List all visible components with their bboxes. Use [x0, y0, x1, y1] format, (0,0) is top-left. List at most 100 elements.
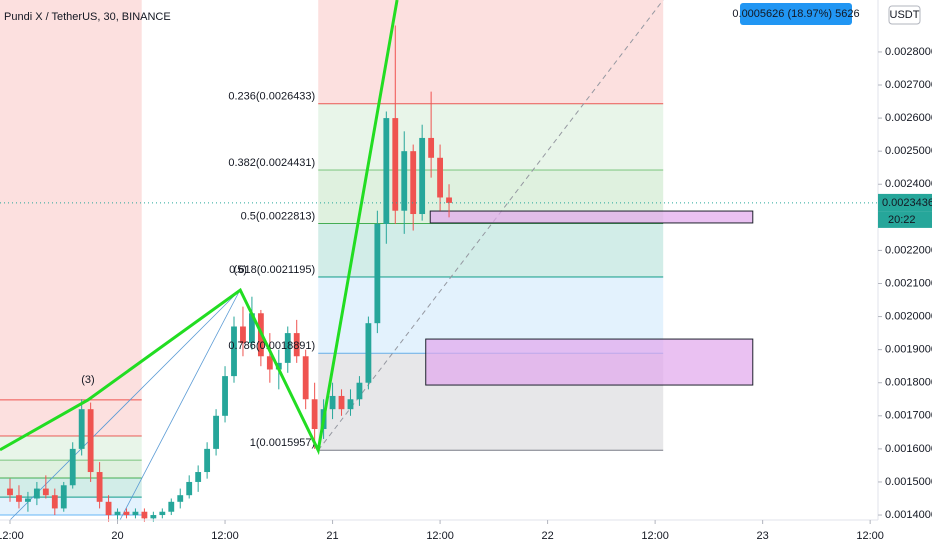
- candle-body: [249, 313, 255, 344]
- y-tick-label: 0.0019000: [885, 344, 932, 356]
- candle-body: [96, 472, 103, 502]
- candle-body: [446, 197, 452, 203]
- candle-body: [60, 485, 67, 509]
- y-tick-label: 0.0020000: [885, 310, 932, 322]
- candle-body: [87, 409, 94, 473]
- countdown: 20:22: [888, 214, 916, 226]
- drawings: [0, 0, 754, 516]
- fan-line: [119, 289, 241, 521]
- x-tick-label: 21: [326, 530, 338, 542]
- candle-body: [365, 323, 372, 383]
- fib-label: 0.618(0.0021195): [229, 264, 315, 276]
- candle-body: [186, 481, 193, 496]
- candle-body: [78, 409, 85, 449]
- candle-body: [195, 472, 202, 482]
- price-label: 0.0023436: [882, 197, 932, 209]
- candle-body: [231, 326, 237, 377]
- fib-label: 0.5(0.0022813): [241, 210, 316, 222]
- fib-zone: [0, 399, 142, 436]
- x-tick-label: 12:00: [641, 530, 669, 542]
- fib-label: 0.236(0.0026433): [228, 91, 315, 103]
- candle-body: [213, 415, 219, 449]
- candle-body: [401, 151, 408, 211]
- y-tick-label: 0.0021000: [885, 277, 932, 289]
- wave-label: (3): [81, 374, 94, 386]
- candles: [7, 25, 452, 522]
- candle-body: [132, 511, 139, 516]
- y-tick-label: 0.0018000: [885, 377, 932, 389]
- candle-body: [419, 137, 426, 215]
- candle-body: [266, 356, 273, 370]
- zone-box: [425, 338, 754, 386]
- candle-body: [150, 515, 157, 519]
- measure-badge-bg: [740, 3, 852, 25]
- candle-body: [123, 511, 130, 516]
- price-label-bg: [878, 193, 932, 212]
- candle-body: [141, 511, 148, 519]
- wave-label: (5): [234, 264, 247, 276]
- y-tick-label: 0.0028000: [885, 46, 932, 58]
- candle-body: [428, 137, 435, 158]
- fan-line: [9, 289, 241, 521]
- candle-body: [105, 501, 112, 516]
- candle-body: [383, 118, 390, 224]
- candle-body: [204, 448, 211, 473]
- x-tick-label: 20: [111, 530, 123, 542]
- candle-body: [114, 511, 121, 516]
- y-tick-label: 0.0024000: [885, 178, 932, 190]
- y-tick-label: 0.0014000: [885, 509, 932, 521]
- zone-box: [429, 210, 754, 224]
- candle-body: [69, 448, 76, 486]
- fib-label: 0.786(0.0018891): [228, 340, 315, 352]
- candle-body: [338, 395, 345, 410]
- fib-zone: [318, 223, 664, 278]
- measure-badge: 0.0005626 (18.97%) 5626: [732, 8, 859, 20]
- y-tick-label: 0.0022000: [885, 244, 932, 256]
- candle-body: [42, 488, 49, 496]
- candle-body: [311, 399, 318, 430]
- y-tick-label: 0.0025000: [885, 145, 932, 157]
- fib-zone: [0, 0, 142, 400]
- candle-body: [347, 399, 354, 410]
- x-tick-label: 12:00: [211, 530, 239, 542]
- candle-body: [356, 382, 363, 400]
- candle-body: [222, 376, 228, 416]
- x-tick-label: 12:00: [856, 530, 884, 542]
- candle-body: [168, 501, 175, 512]
- y-tick-label: 0.0015000: [885, 476, 932, 488]
- countdown-bg: [878, 211, 932, 228]
- candle-body: [33, 488, 40, 499]
- candle-body: [437, 157, 443, 198]
- candle-body: [302, 356, 309, 400]
- x-tick-label: 23: [757, 530, 769, 542]
- candle-body: [240, 326, 246, 344]
- fib-label: 0.382(0.0024431): [228, 157, 315, 169]
- y-tick-label: 0.0026000: [885, 112, 932, 124]
- candle-body: [25, 498, 31, 502]
- currency: USDT: [890, 9, 920, 21]
- candle-body: [284, 333, 291, 363]
- candle-body: [177, 495, 184, 502]
- y-tick-label: 0.0027000: [885, 79, 932, 91]
- candle-body: [16, 495, 22, 502]
- overlays: 0.236(0.0026433) 0.382(0.0024431) 0.5(0.00…: [0, 0, 878, 456]
- candle-body: [7, 488, 13, 496]
- candle-body: [374, 223, 381, 324]
- y-tick-label: 0.0016000: [885, 443, 932, 455]
- y-tick-label: 0.0017000: [885, 410, 932, 422]
- x-tick-label: 12:00: [426, 530, 454, 542]
- x-tick-label: 22: [541, 530, 553, 542]
- trend-line: [317, 0, 664, 451]
- candle-body: [410, 151, 417, 215]
- x-tick-label: 12:00: [0, 530, 24, 542]
- candle-body: [329, 395, 336, 410]
- candle-body: [159, 511, 166, 516]
- fib-zone: [318, 0, 664, 104]
- chart-title: Pundi X / TetherUS, 30, BINANCE: [4, 11, 171, 23]
- fib-label: 1(0.0015957): [250, 437, 315, 449]
- wave-line: [0, 0, 399, 456]
- candle-body: [392, 118, 399, 211]
- currency-bg: [888, 5, 921, 25]
